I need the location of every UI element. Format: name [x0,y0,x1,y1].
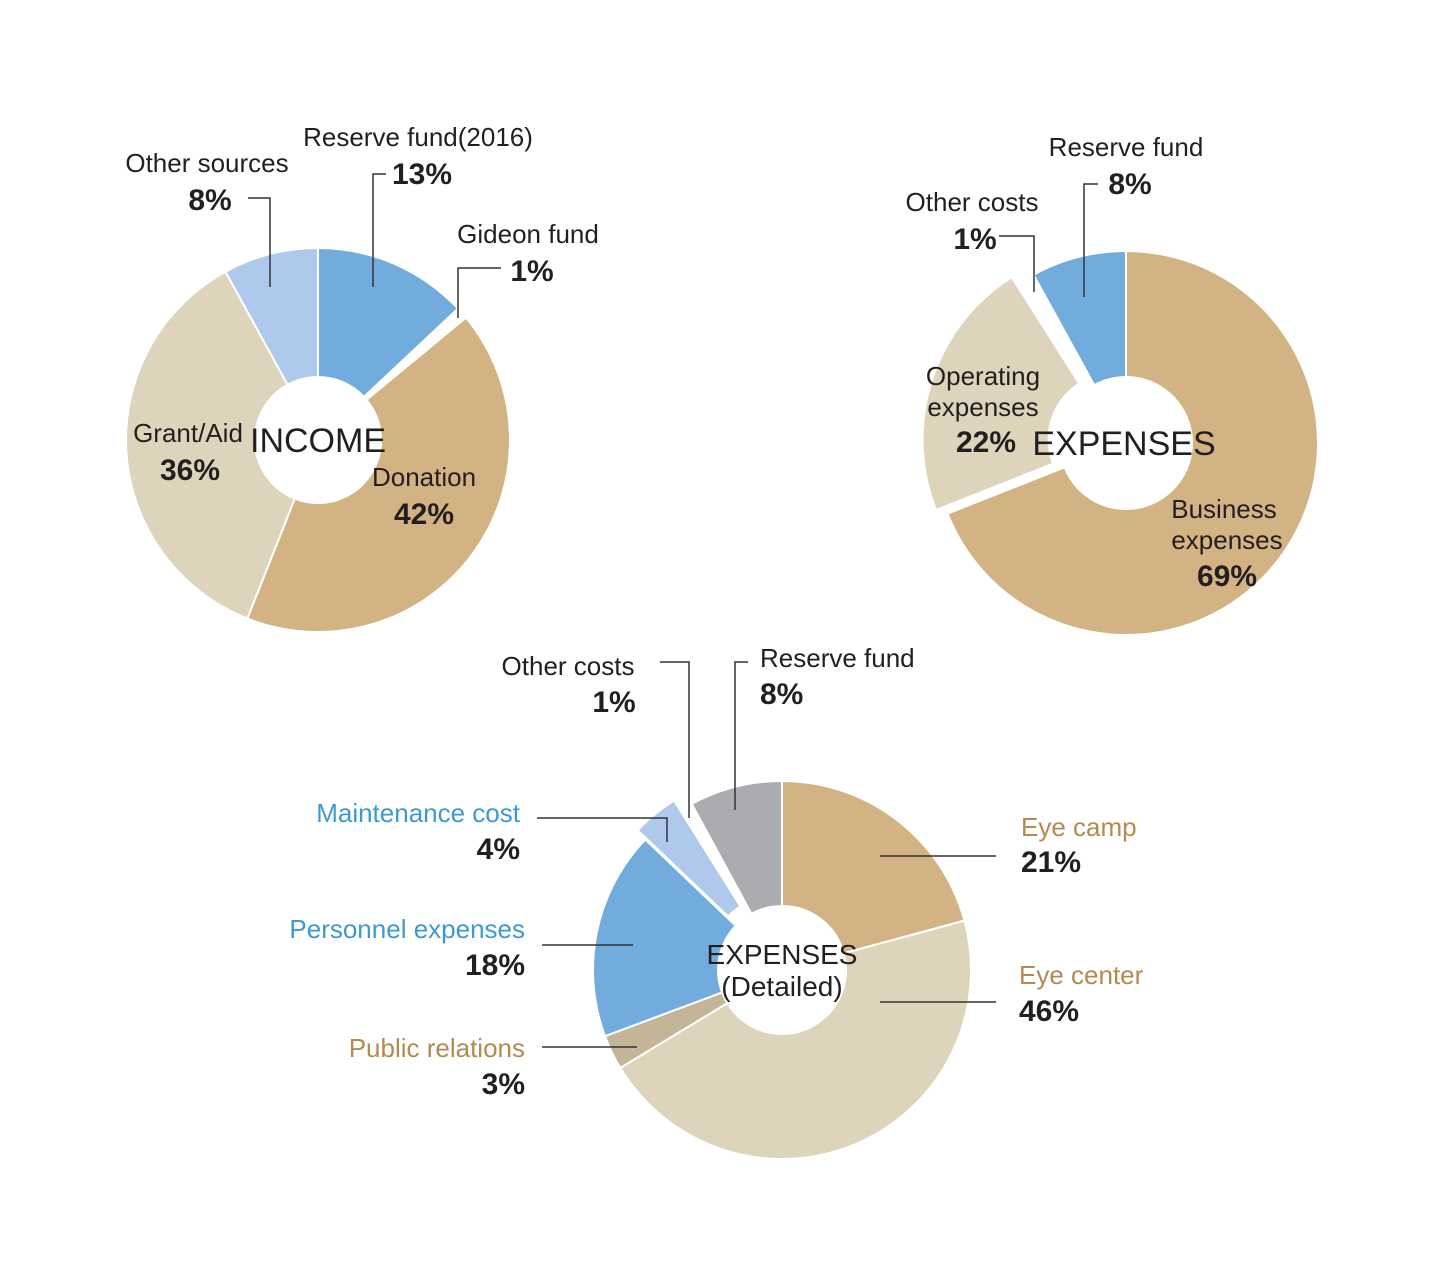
pct-reserve-fund: 8% [1108,168,1151,201]
expenses-labels: Reserve fund 8% Other costs 1% Operating… [906,132,1283,593]
income-leaders [248,173,501,318]
expenses-donut [921,249,1319,636]
pct-gideon-fund: 1% [510,255,553,288]
pct-maintenance-cost: 4% [477,833,520,866]
expenses-detailed-labels: Other costs 1% Reserve fund 8% Maintenan… [289,643,1143,1101]
pct-operating-expenses: 22% [956,426,1016,459]
label-eye-center: Eye center [1019,960,1144,990]
label-grant-aid: Grant/Aid [133,418,243,448]
pct-public-relations: 3% [482,1068,525,1101]
pct-other-sources: 8% [188,184,231,217]
label-public-relations: Public relations [349,1033,525,1063]
slice-maintenance-cost [636,799,742,918]
slice-reserve-fund [1032,249,1127,387]
label-donation: Donation [372,462,476,492]
center-label-detailed-line2: (Detailed) [721,971,842,1002]
slice-other-sources [224,246,319,387]
slice-eye-center [618,919,972,1160]
label-other-sources: Other sources [125,148,288,178]
center-label-detailed-line1: EXPENSES [707,939,858,970]
pct-personnel-expenses: 18% [465,949,525,982]
slice-reserve-fund-2016 [317,246,460,399]
center-label-expenses: EXPENSES [1032,425,1215,463]
leader-det-other-costs [660,661,690,818]
slice-donation [246,316,511,633]
label-eye-camp: Eye camp [1021,812,1137,842]
pct-grant-aid: 36% [160,454,220,487]
label-reserve-fund: Reserve fund [1049,132,1204,162]
label-maintenance-cost: Maintenance cost [316,798,521,828]
slice-eye-camp [781,779,966,955]
label-operating-expenses-line2: expenses [927,392,1038,422]
pct-reserve-fund-2016: 13% [392,158,452,191]
leader-reserve-fund [1083,183,1098,297]
label-gideon-fund: Gideon fund [457,219,599,249]
pct-other-costs: 1% [953,223,996,256]
leader-maintenance-cost [537,817,668,842]
leader-other-sources [248,197,271,287]
leader-det-reserve-fund [734,661,748,810]
center-label-income: INCOME [250,422,386,460]
leader-gideon-fund [457,267,501,318]
income-labels: Reserve fund(2016) 13% Gideon fund 1% Do… [125,122,598,531]
label-det-other-costs: Other costs [502,651,635,681]
pct-business-expenses: 69% [1197,560,1257,593]
label-reserve-fund-2016: Reserve fund(2016) [303,122,533,152]
label-business-expenses-line2: expenses [1171,525,1282,555]
expenses-leaders [999,183,1098,297]
label-det-reserve-fund: Reserve fund [760,643,915,673]
slice-operating-expenses [921,275,1081,512]
leader-reserve-fund-2016 [372,173,386,287]
expenses-detailed-donut [592,779,972,1160]
income-donut [125,246,511,633]
label-operating-expenses-line1: Operating [926,361,1040,391]
pct-eye-camp: 21% [1021,846,1081,879]
label-other-costs: Other costs [906,187,1039,217]
slice-personnel-expenses [592,838,738,1038]
slice-reserve-fund [690,779,783,916]
pct-eye-center: 46% [1019,995,1079,1028]
leader-other-costs [999,235,1035,292]
label-business-expenses-line1: Business [1171,494,1277,524]
pct-det-other-costs: 1% [592,686,635,719]
pct-donation: 42% [394,498,454,531]
label-personnel-expenses: Personnel expenses [289,914,525,944]
expenses-detailed-leaders [537,661,996,1048]
slice-business-expenses [946,249,1319,636]
pct-det-reserve-fund: 8% [760,678,803,711]
slice-grant-aid [125,270,297,620]
